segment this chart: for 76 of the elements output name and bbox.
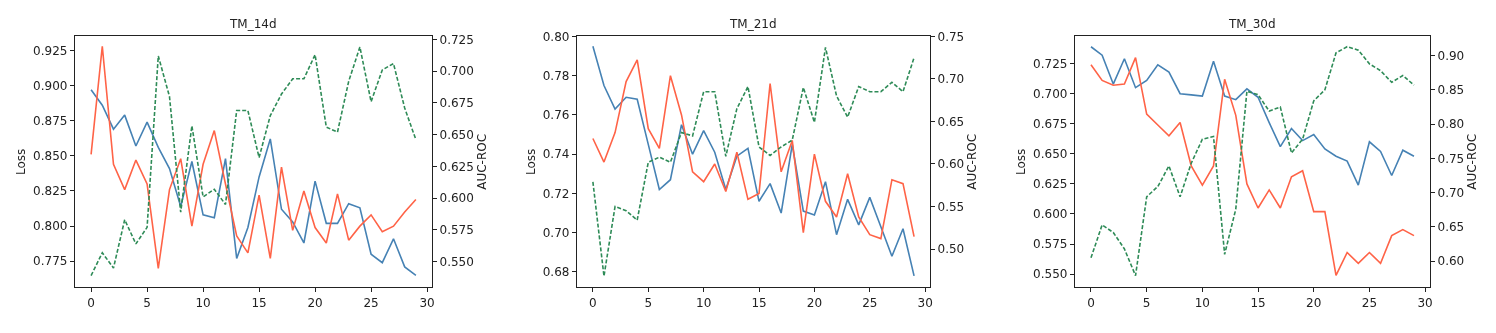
- y2-tick-label: 0.60: [937, 157, 965, 172]
- x-tick-label: 10: [1194, 295, 1210, 310]
- x-tick-label: 30: [917, 295, 933, 310]
- y-tick-label: 0.825: [33, 184, 68, 199]
- line-series: [90, 89, 417, 277]
- x-tick-label: 0: [589, 295, 597, 310]
- x-tick-label: 20: [806, 295, 823, 310]
- y2-tick-label: 0.75: [937, 29, 965, 44]
- y-axis-title: Loss: [14, 148, 29, 175]
- y-tick-label: 0.80: [542, 29, 570, 44]
- y2-axis-title: AUC-ROC: [1465, 133, 1480, 190]
- x-tick-label: 0: [1087, 295, 1095, 310]
- line-series: [592, 59, 915, 240]
- y2-tick-label: 0.90: [1437, 48, 1465, 63]
- x-tick-label: 10: [696, 295, 712, 310]
- y2-tick-label: 0.80: [1437, 117, 1465, 132]
- y-tick-label: 0.68: [542, 265, 570, 280]
- y-tick-label: 0.650: [1033, 147, 1068, 162]
- y2-tick-label: 0.65: [1437, 220, 1465, 235]
- x-tick-label: 15: [251, 295, 267, 310]
- y2-tick-label: 0.700: [439, 64, 474, 79]
- y2-tick-label: 0.550: [439, 254, 474, 269]
- y2-tick-label: 0.75: [1437, 151, 1465, 166]
- x-tick-label: 15: [751, 295, 767, 310]
- y2-tick-label: 0.625: [439, 159, 474, 174]
- line-series: [1090, 45, 1415, 186]
- y2-tick-label: 0.70: [937, 72, 965, 87]
- y-tick-label: 0.74: [542, 147, 570, 162]
- y2-tick-label: 0.575: [439, 223, 474, 238]
- x-tick-label: 25: [1361, 295, 1378, 310]
- y-tick-label: 0.72: [542, 186, 570, 201]
- x-tick-label: 15: [1250, 295, 1266, 310]
- chart-title: TM_30d: [1228, 17, 1276, 31]
- y-tick-label: 0.600: [1033, 207, 1068, 222]
- y-tick-label: 0.675: [1033, 116, 1068, 131]
- y2-tick-label: 0.650: [439, 127, 474, 142]
- x-tick-label: 5: [644, 295, 653, 310]
- x-tick-label: 25: [862, 295, 878, 310]
- y-tick-label: 0.575: [1033, 237, 1068, 252]
- x-tick-label: 0: [87, 295, 95, 310]
- chart-title: TM_14d: [229, 17, 277, 31]
- y-tick-label: 0.925: [33, 43, 68, 58]
- y-tick-label: 0.725: [1033, 56, 1068, 71]
- y-tick-label: 0.70: [542, 225, 570, 240]
- y2-tick-label: 0.55: [937, 199, 965, 214]
- y-axis-title: Loss: [1014, 148, 1029, 175]
- y-tick-label: 0.775: [33, 254, 68, 269]
- y-tick-label: 0.625: [1033, 177, 1068, 192]
- y2-axis-title: AUC-ROC: [965, 133, 980, 190]
- y2-tick-label: 0.675: [439, 96, 474, 111]
- y2-tick-label: 0.85: [1437, 83, 1465, 98]
- x-tick-label: 10: [195, 295, 211, 310]
- y-axis-title: Loss: [524, 148, 539, 175]
- x-tick-label: 30: [1417, 295, 1433, 310]
- y2-tick-label: 0.725: [439, 32, 474, 47]
- y2-tick-label: 0.60: [1437, 254, 1465, 269]
- y-tick-label: 0.875: [33, 113, 68, 128]
- y-tick-label: 0.800: [33, 219, 68, 234]
- x-tick-label: 25: [363, 295, 379, 310]
- y2-axis-title: AUC-ROC: [474, 133, 489, 190]
- y-tick-label: 0.700: [1033, 86, 1068, 101]
- y-tick-label: 0.76: [542, 108, 570, 123]
- y2-tick-label: 0.65: [937, 114, 965, 129]
- y2-tick-label: 0.50: [937, 242, 965, 257]
- y-tick-label: 0.550: [1033, 267, 1068, 282]
- x-tick-label: 30: [419, 295, 435, 310]
- x-tick-label: 20: [307, 295, 323, 310]
- y-tick-label: 0.850: [33, 149, 68, 164]
- x-tick-label: 5: [1142, 295, 1151, 310]
- y2-tick-label: 0.600: [439, 191, 474, 206]
- chart-title: TM_21d: [729, 17, 777, 31]
- x-tick-label: 20: [1306, 295, 1322, 310]
- y2-tick-label: 0.70: [1437, 185, 1465, 200]
- y-tick-label: 0.78: [542, 68, 570, 83]
- x-tick-label: 5: [143, 295, 151, 310]
- y-tick-label: 0.900: [33, 78, 68, 93]
